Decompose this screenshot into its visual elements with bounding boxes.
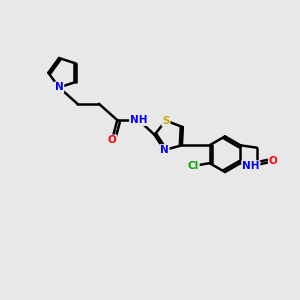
- Text: N: N: [55, 82, 63, 92]
- Text: NH: NH: [130, 115, 147, 125]
- Text: Cl: Cl: [188, 161, 199, 171]
- Text: NH: NH: [242, 161, 260, 171]
- Text: O: O: [108, 135, 116, 145]
- Text: S: S: [162, 116, 169, 126]
- Text: N: N: [160, 145, 169, 155]
- Text: O: O: [269, 156, 278, 166]
